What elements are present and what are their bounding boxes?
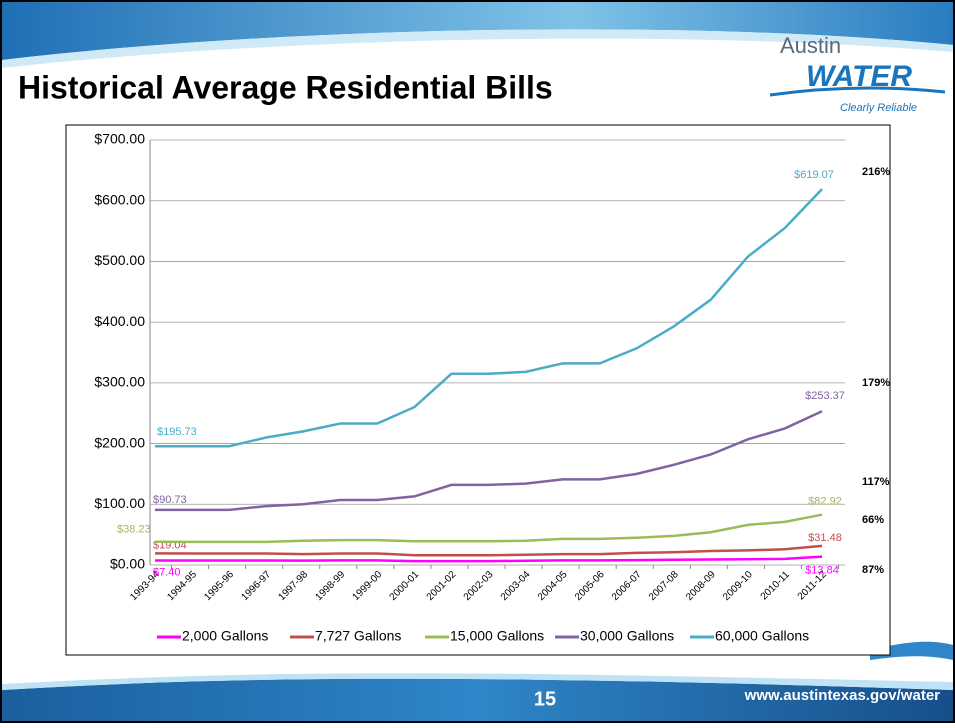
data-label: $90.73	[153, 494, 187, 506]
legend-label: 7,727 Gallons	[315, 628, 401, 644]
data-label: $195.73	[157, 426, 197, 438]
series-line	[154, 513, 823, 544]
logo-tagline: Clearly Reliable	[840, 102, 917, 114]
annotation: 87%	[862, 564, 884, 576]
annotation: 117%	[862, 476, 890, 488]
y-tick-label: $600.00	[94, 191, 145, 207]
legend-label: 60,000 Gallons	[715, 628, 809, 644]
slide-title: Historical Average Residential Bills	[18, 69, 553, 105]
series-line	[155, 188, 823, 448]
data-label: $619.07	[794, 169, 834, 181]
y-tick-label: $100.00	[94, 495, 145, 511]
data-label: $31.48	[808, 532, 842, 544]
series-line	[154, 544, 823, 557]
annotation: 179%	[862, 377, 890, 389]
chart-frame	[65, 124, 891, 656]
top-band	[2, 2, 953, 60]
data-label: $38.23	[117, 524, 151, 536]
data-label: $13.84	[805, 565, 839, 577]
logo-swoosh	[769, 86, 946, 97]
url: www.austintexas.gov/water	[744, 687, 940, 704]
bottom-band	[2, 678, 953, 721]
logo-city: Austin	[780, 33, 841, 58]
data-label: $253.37	[805, 390, 845, 402]
y-tick-label: $0.00	[110, 556, 145, 572]
y-tick-label: $400.00	[94, 313, 145, 329]
top-swoosh	[2, 29, 953, 69]
legend-label: 30,000 Gallons	[580, 628, 674, 644]
legend-label: 2,000 Gallons	[182, 628, 268, 644]
y-tick-label: $500.00	[94, 252, 145, 268]
page-number: 15	[534, 688, 556, 710]
legend-label: 15,000 Gallons	[450, 628, 544, 644]
annotation: 216%	[862, 166, 890, 178]
side-swoosh	[870, 641, 953, 660]
bottom-swoosh	[2, 673, 953, 690]
series-line	[155, 410, 823, 512]
annotation: 66%	[862, 514, 884, 526]
data-label: $82.92	[808, 496, 842, 508]
y-tick-label: $300.00	[94, 374, 145, 390]
y-tick-label: $700.00	[94, 131, 145, 147]
chart: $0.00 $100.00 $200.00 $300.00 $400.00 $500.00…	[94, 131, 890, 644]
series-line	[155, 555, 823, 563]
y-tick-label: $200.00	[94, 434, 145, 450]
data-label: $7.40	[153, 566, 181, 578]
